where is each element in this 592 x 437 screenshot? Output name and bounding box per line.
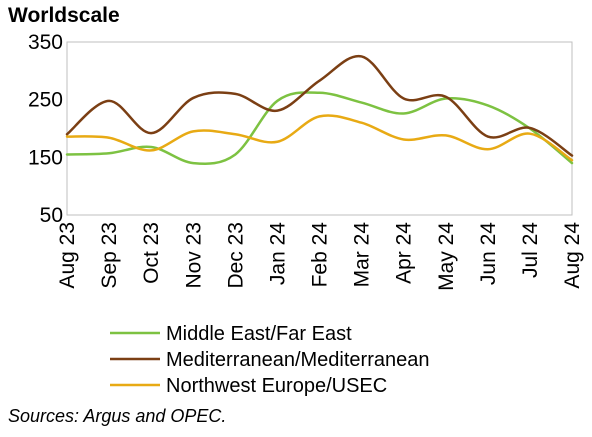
x-axis-tick-labels: Aug 23 Sep 23 Oct 23 Nov 23 Dec 23 Jan 24 Feb … (56, 222, 584, 291)
legend-label: Middle East/Far East (166, 323, 352, 345)
x-tick-label: May 24 (435, 222, 458, 291)
source-note: Sources: Argus and OPEC. (8, 406, 227, 426)
x-tick-label: Nov 23 (182, 222, 205, 289)
series-line-middle-east-far-east (65, 91, 574, 165)
x-tick-label: Apr 24 (393, 222, 416, 284)
legend: Middle East/Far East Mediterranean/Medite… (110, 323, 430, 397)
x-tick-label: Jan 24 (266, 222, 289, 285)
x-tick-label: Aug 23 (56, 222, 79, 289)
x-tick-label: Mar 24 (351, 222, 374, 288)
plot-area (66, 41, 573, 216)
x-tick-label: Dec 23 (224, 222, 247, 289)
y-tick-label: 50 (40, 204, 63, 227)
x-tick-label: Feb 24 (309, 222, 332, 288)
y-tick-label: 350 (28, 31, 63, 54)
x-tick-label: Jul 24 (519, 222, 542, 278)
legend-label: Northwest Europe/USEC (166, 375, 387, 397)
x-tick-label: Aug 24 (561, 222, 584, 289)
series-line-mediterranean-mediterranean (65, 54, 574, 157)
x-tick-label: Jun 24 (477, 222, 500, 285)
y-tick-label: 150 (28, 146, 63, 169)
series-lines (65, 54, 574, 165)
x-tick-label: Sep 23 (98, 222, 121, 289)
legend-label: Mediterranean/Mediterranean (166, 349, 430, 371)
y-axis-unit-label: Worldscale (8, 4, 120, 27)
plot-border (66, 41, 573, 216)
x-tick-label: Oct 23 (140, 222, 163, 284)
y-tick-label: 250 (28, 89, 63, 112)
series-line-northwest-europe-usec (65, 114, 574, 162)
y-axis-tick-labels: 50 150 250 350 (28, 31, 63, 227)
